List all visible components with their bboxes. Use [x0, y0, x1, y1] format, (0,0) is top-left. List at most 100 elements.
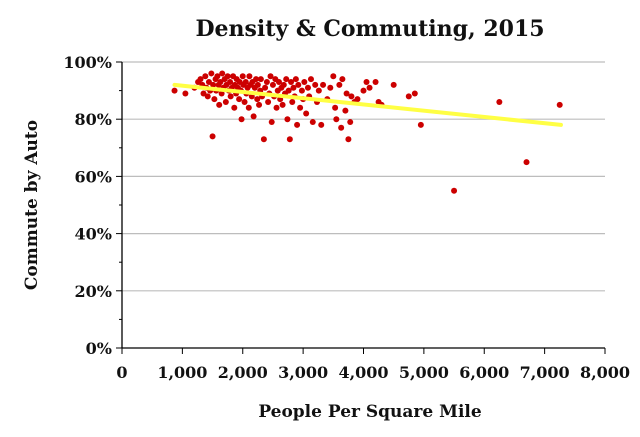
- data-point: [205, 79, 212, 86]
- data-point: [523, 159, 530, 166]
- data-point: [267, 73, 274, 80]
- data-point: [295, 81, 302, 88]
- data-point: [292, 76, 299, 83]
- x-axis-label: People Per Square Mile: [258, 402, 482, 422]
- data-point: [348, 93, 355, 100]
- data-point: [347, 119, 354, 126]
- data-point: [214, 73, 221, 80]
- trendline: [172, 82, 563, 127]
- data-point: [239, 73, 246, 80]
- data-point: [254, 96, 261, 103]
- data-point: [294, 121, 301, 128]
- data-point: [219, 70, 226, 77]
- data-point: [217, 79, 224, 86]
- data-point: [254, 81, 261, 88]
- x-tick-label: 4,000: [338, 363, 388, 382]
- data-point: [327, 84, 334, 91]
- data-point: [257, 76, 264, 83]
- data-point: [318, 121, 325, 128]
- data-point: [253, 76, 260, 83]
- data-point: [366, 84, 373, 91]
- data-point: [345, 136, 352, 143]
- data-point: [227, 93, 234, 100]
- data-point: [288, 79, 295, 86]
- x-tick-labels: 0 1,000 2,000 3,000 4,000 5,000 6,000 7,000 8,00…: [116, 363, 630, 382]
- axes: [116, 61, 606, 354]
- chart-title: Density & Commuting, 2015: [195, 16, 544, 42]
- data-point: [204, 93, 211, 100]
- data-point: [417, 121, 424, 128]
- data-point: [211, 96, 218, 103]
- data-point: [336, 81, 343, 88]
- data-point: [238, 116, 245, 123]
- data-point: [342, 107, 349, 114]
- data-point: [405, 93, 412, 100]
- trendline-layer: [172, 82, 563, 127]
- data-point: [265, 99, 272, 106]
- data-point: [312, 81, 319, 88]
- data-point: [372, 79, 379, 86]
- data-point: [242, 79, 249, 86]
- data-point: [218, 90, 225, 97]
- data-point: [363, 79, 370, 86]
- data-point: [283, 76, 290, 83]
- data-point: [303, 110, 310, 117]
- data-point: [301, 79, 308, 86]
- x-tick-label: 2,000: [218, 363, 268, 382]
- data-point: [343, 90, 350, 97]
- data-point: [202, 73, 209, 80]
- data-point: [354, 96, 361, 103]
- data-point: [241, 99, 248, 106]
- data-point: [171, 87, 178, 94]
- data-point: [390, 81, 397, 88]
- y-tick-label: 20%: [75, 282, 112, 301]
- data-point: [315, 87, 322, 94]
- data-point: [236, 96, 243, 103]
- data-point: [208, 70, 215, 77]
- x-tick-label: 5,000: [399, 363, 449, 382]
- data-point: [246, 73, 253, 80]
- data-point: [263, 79, 270, 86]
- y-axis-label: Commute by Auto: [22, 120, 42, 290]
- data-point: [309, 119, 316, 126]
- data-point: [556, 101, 563, 108]
- data-point: [224, 73, 231, 80]
- data-point: [360, 87, 367, 94]
- data-point: [333, 116, 340, 123]
- data-point: [279, 101, 286, 108]
- y-tick-labels: 0% 20% 40% 60% 80% 100%: [63, 53, 112, 358]
- data-point: [245, 104, 252, 111]
- data-point: [256, 101, 263, 108]
- data-point: [269, 81, 276, 88]
- data-point: [289, 99, 296, 106]
- data-point: [227, 79, 234, 86]
- y-tick-label: 60%: [75, 167, 112, 186]
- data-point: [304, 84, 311, 91]
- x-tick-label: 6,000: [459, 363, 509, 382]
- data-point: [250, 113, 257, 120]
- data-point: [210, 81, 217, 88]
- data-point: [209, 133, 216, 140]
- data-point: [260, 136, 267, 143]
- data-point: [216, 101, 223, 108]
- data-point: [298, 87, 305, 94]
- x-tick-label: 8,000: [580, 363, 630, 382]
- data-point: [297, 104, 304, 111]
- data-point: [222, 99, 229, 106]
- data-point: [338, 124, 345, 131]
- data-point: [307, 76, 314, 83]
- x-tick-label: 1,000: [157, 363, 207, 382]
- data-point: [284, 116, 291, 123]
- data-point: [330, 73, 337, 80]
- x-tick-label: 7,000: [520, 363, 570, 382]
- gridlines: [122, 61, 605, 292]
- x-tick-label: 0: [116, 363, 127, 382]
- data-point: [231, 104, 238, 111]
- data-point: [285, 87, 292, 94]
- y-tick-label: 100%: [63, 53, 112, 72]
- data-point: [451, 187, 458, 194]
- data-point: [290, 84, 297, 91]
- data-point: [339, 76, 346, 83]
- data-point: [496, 99, 503, 106]
